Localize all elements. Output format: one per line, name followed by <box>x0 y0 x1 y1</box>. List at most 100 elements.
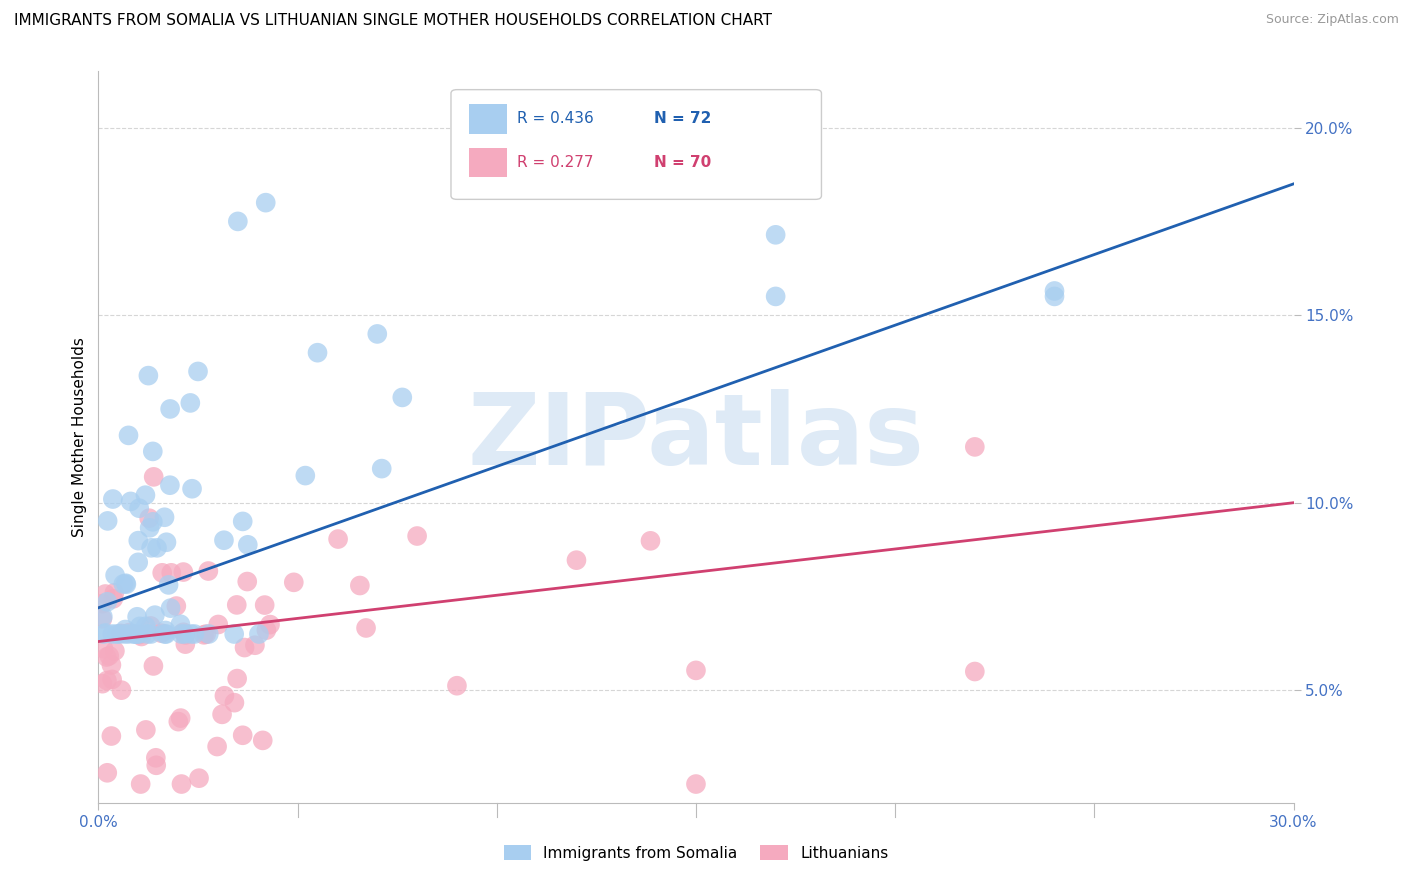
Point <box>150 626 173 640</box>
Point <box>179 396 201 410</box>
Point <box>259 617 281 632</box>
Point <box>446 679 468 693</box>
Point <box>232 728 254 742</box>
Point <box>96 765 118 780</box>
Point <box>225 598 247 612</box>
Point <box>236 538 259 552</box>
Point <box>193 628 215 642</box>
Point <box>170 711 193 725</box>
Point <box>174 628 197 642</box>
Point <box>145 758 167 772</box>
Point <box>96 673 118 688</box>
Point <box>115 577 138 591</box>
Legend: Immigrants from Somalia, Lithuanians: Immigrants from Somalia, Lithuanians <box>496 837 896 868</box>
Point <box>96 595 118 609</box>
Point <box>122 627 145 641</box>
Point <box>127 609 149 624</box>
Point <box>142 515 165 529</box>
Point <box>134 488 156 502</box>
Point <box>1043 289 1066 303</box>
Point <box>108 627 131 641</box>
Y-axis label: Single Mother Households: Single Mother Households <box>72 337 87 537</box>
Text: ZIPatlas: ZIPatlas <box>468 389 924 485</box>
Point <box>100 729 122 743</box>
Point <box>207 617 229 632</box>
Point <box>127 533 149 548</box>
Point <box>169 617 191 632</box>
Point <box>233 640 256 655</box>
Point <box>197 564 219 578</box>
Point <box>98 648 121 663</box>
Point <box>349 578 371 592</box>
Point <box>124 627 146 641</box>
Point <box>283 575 305 590</box>
Point <box>139 541 162 555</box>
Point <box>114 576 136 591</box>
Point <box>214 689 236 703</box>
Point <box>150 566 173 580</box>
Point <box>114 623 136 637</box>
Point <box>138 368 160 383</box>
Point <box>91 612 114 626</box>
Point <box>96 650 118 665</box>
Point <box>118 625 141 640</box>
Point <box>101 673 124 687</box>
Point <box>765 289 787 303</box>
Point <box>117 627 139 641</box>
Point <box>128 501 150 516</box>
Point <box>232 515 254 529</box>
Point <box>104 644 127 658</box>
Point <box>226 672 249 686</box>
Point <box>963 665 986 679</box>
Point <box>142 470 165 484</box>
Point <box>91 597 114 611</box>
Point <box>93 641 115 656</box>
Point <box>142 659 165 673</box>
Point <box>188 771 211 785</box>
Point <box>167 714 190 729</box>
Point <box>354 621 377 635</box>
Point <box>254 623 277 637</box>
Point <box>326 532 349 546</box>
Point <box>226 214 249 228</box>
Point <box>172 565 194 579</box>
Point <box>128 627 150 641</box>
Point <box>128 619 150 633</box>
Point <box>94 626 117 640</box>
Point <box>173 627 195 641</box>
Point <box>155 627 177 641</box>
Point <box>211 707 233 722</box>
Point <box>565 553 588 567</box>
Text: Source: ZipAtlas.com: Source: ZipAtlas.com <box>1265 13 1399 27</box>
Text: N = 72: N = 72 <box>654 112 711 127</box>
Point <box>685 664 707 678</box>
Point <box>159 478 181 492</box>
Point <box>212 533 235 548</box>
Point <box>110 683 132 698</box>
Point <box>160 566 183 580</box>
Point <box>101 627 124 641</box>
Point <box>170 777 193 791</box>
Point <box>145 751 167 765</box>
Point <box>112 577 135 591</box>
Point <box>165 599 187 613</box>
Point <box>143 608 166 623</box>
Point <box>129 777 152 791</box>
Point <box>117 428 139 442</box>
Point <box>138 521 160 535</box>
Point <box>254 195 277 210</box>
Point <box>93 627 115 641</box>
Point <box>155 535 177 549</box>
Point <box>236 574 259 589</box>
Point <box>180 627 202 641</box>
Point <box>391 391 413 405</box>
Point <box>963 440 986 454</box>
Text: R = 0.436: R = 0.436 <box>517 112 603 127</box>
Point <box>174 637 197 651</box>
Point <box>103 591 125 606</box>
Point <box>765 227 787 242</box>
Point <box>252 733 274 747</box>
Point <box>371 461 394 475</box>
Point <box>157 578 180 592</box>
Point <box>146 541 169 555</box>
